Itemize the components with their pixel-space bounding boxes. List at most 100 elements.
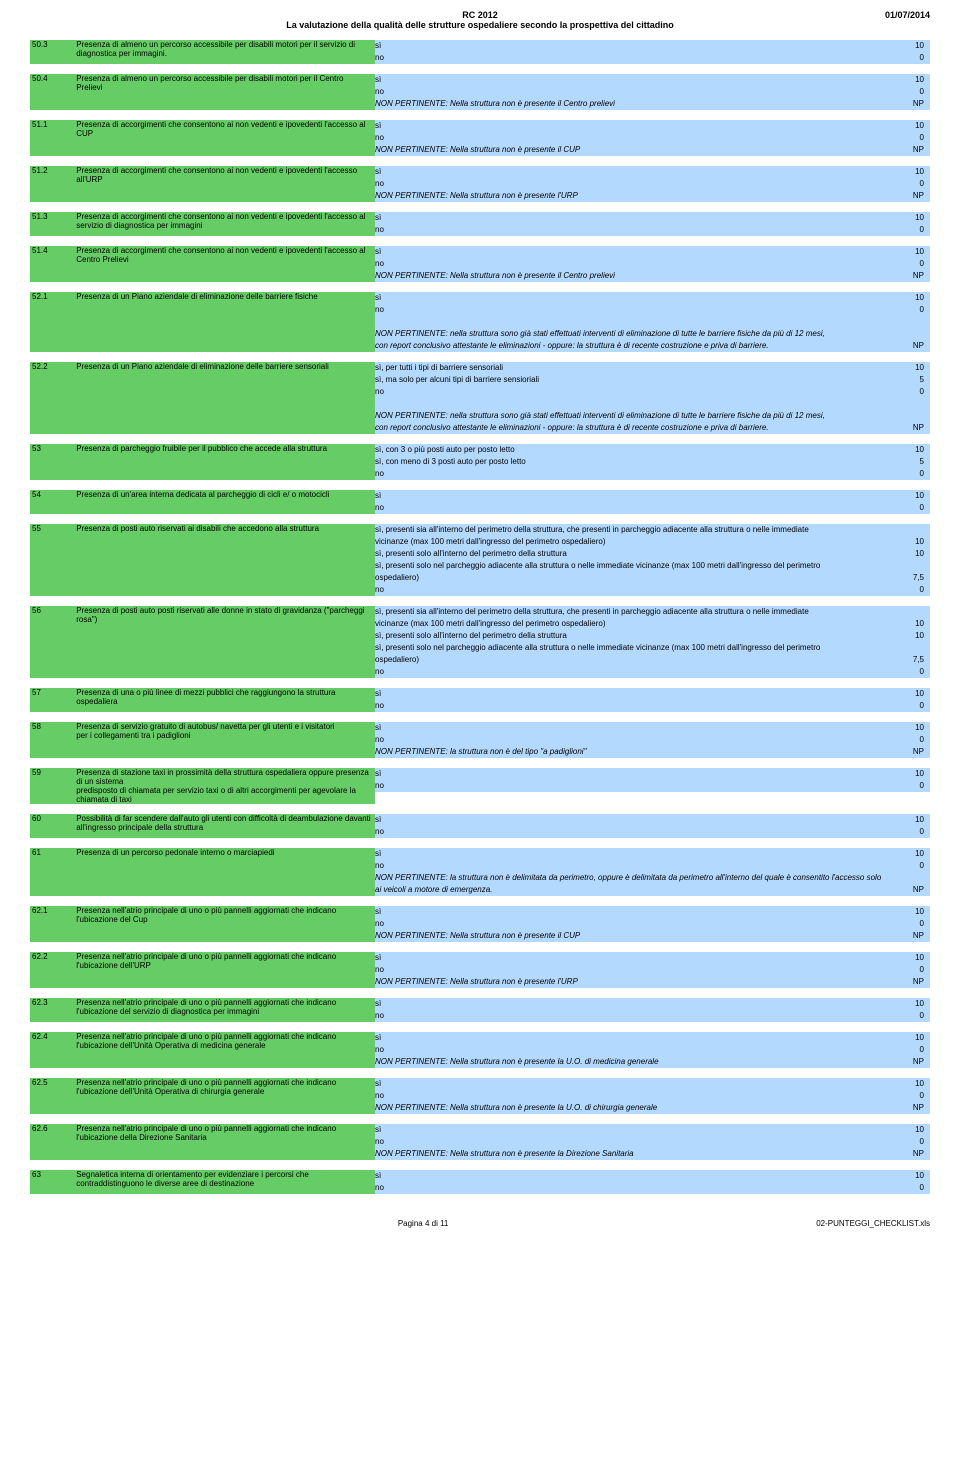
options-column: sì10no0NON PERTINENTE: Nella struttura n… (375, 906, 930, 942)
option-row: no0 (375, 1010, 930, 1022)
option-value: 0 (894, 258, 930, 270)
option-value: 10 (894, 536, 930, 548)
question-block: 53Presenza di parcheggio fruibile per il… (30, 444, 930, 480)
question-cell: 62.5Presenza nell'atrio principale di un… (30, 1078, 375, 1114)
question-text: Presenza di accorgimenti che consentono … (76, 166, 375, 202)
question-text: Presenza di un'area interna dedicata al … (76, 490, 375, 514)
options-column: sì, con 3 o più posti auto per posto let… (375, 444, 930, 480)
option-row: ospedaliero)7,5 (375, 654, 930, 666)
options-column: sì10no0 (375, 814, 930, 838)
question-id: 61 (30, 848, 76, 896)
option-row: no0 (375, 132, 930, 144)
option-row: NON PERTINENTE: Nella struttura non è pr… (375, 1148, 930, 1160)
option-row: NON PERTINENTE: Nella struttura non è pr… (375, 930, 930, 942)
option-row: con report conclusivo attestante le elim… (375, 422, 930, 434)
option-value: 0 (894, 780, 930, 792)
option-value: 10 (894, 1170, 930, 1182)
option-row: vicinanze (max 100 metri dall'ingresso d… (375, 618, 930, 630)
option-row: sì10 (375, 74, 930, 86)
option-row: NON PERTINENTE: Nella struttura non è pr… (375, 1102, 930, 1114)
option-row: sì, presenti sia all'interno del perimet… (375, 606, 930, 618)
option-row: sì, presenti solo all'interno del perime… (375, 630, 930, 642)
option-label: sì, per tutti i tipi di barriere sensori… (375, 362, 894, 374)
option-row: no0 (375, 502, 930, 514)
question-id: 51.3 (30, 212, 76, 236)
question-id: 62.1 (30, 906, 76, 942)
question-block: 59Presenza di stazione taxi in prossimit… (30, 768, 930, 804)
option-label: no (375, 964, 894, 976)
option-label: sì, con 3 o più posti auto per posto let… (375, 444, 894, 456)
option-value: 10 (894, 814, 930, 826)
option-row: NON PERTINENTE: la struttura non è delim… (375, 872, 930, 884)
option-row: NON PERTINENTE: Nella struttura non è pr… (375, 190, 930, 202)
option-row: no0 (375, 734, 930, 746)
question-id: 51.1 (30, 120, 76, 156)
option-row: sì10 (375, 246, 930, 258)
option-label: NON PERTINENTE: la struttura non è del t… (375, 746, 894, 758)
option-label: no (375, 86, 894, 98)
question-text: Presenza di un percorso pedonale interno… (76, 848, 375, 896)
option-label: NON PERTINENTE: Nella struttura non è pr… (375, 144, 894, 156)
option-row (375, 398, 930, 410)
option-label: con report conclusivo attestante le elim… (375, 340, 894, 352)
option-value: 0 (894, 468, 930, 480)
question-text: Presenza nell'atrio principale di uno o … (76, 1032, 375, 1068)
option-row: no0 (375, 964, 930, 976)
question-id: 59 (30, 768, 76, 804)
option-value: 10 (894, 490, 930, 502)
option-label: sì (375, 246, 894, 258)
question-cell: 51.4Presenza di accorgimenti che consent… (30, 246, 375, 282)
option-label: no (375, 52, 894, 64)
option-row: no0 (375, 1182, 930, 1194)
option-value: NP (894, 270, 930, 282)
option-row: no0 (375, 178, 930, 190)
question-block: 52.2Presenza di un Piano aziendale di el… (30, 362, 930, 434)
question-id: 52.2 (30, 362, 76, 434)
question-block: 62.6Presenza nell'atrio principale di un… (30, 1124, 930, 1160)
question-cell: 62.6Presenza nell'atrio principale di un… (30, 1124, 375, 1160)
option-row: no0 (375, 918, 930, 930)
question-text: Presenza di stazione taxi in prossimità … (76, 768, 375, 804)
options-column: sì10no0 (375, 40, 930, 64)
option-row: con report conclusivo attestante le elim… (375, 340, 930, 352)
question-block: 50.3Presenza di almeno un percorso acces… (30, 40, 930, 64)
option-value: NP (894, 884, 930, 896)
option-label: sì, presenti solo all'interno del perime… (375, 630, 894, 642)
option-label: no (375, 1010, 894, 1022)
option-value: NP (894, 98, 930, 110)
option-label: NON PERTINENTE: Nella struttura non è pr… (375, 1056, 894, 1068)
option-label: no (375, 386, 894, 398)
option-row: no0 (375, 52, 930, 64)
option-row: sì10 (375, 998, 930, 1010)
option-row: sì10 (375, 166, 930, 178)
option-row: no0 (375, 826, 930, 838)
option-value: 0 (894, 386, 930, 398)
option-value: 10 (894, 1078, 930, 1090)
option-label: no (375, 700, 894, 712)
question-id: 51.4 (30, 246, 76, 282)
question-text: Presenza nell'atrio principale di uno o … (76, 952, 375, 988)
option-row: sì10 (375, 1032, 930, 1044)
option-label: no (375, 1044, 894, 1056)
option-label: con report conclusivo attestante le elim… (375, 422, 894, 434)
options-column: sì10no0 (375, 688, 930, 712)
options-column: sì10no0NON PERTINENTE: Nella struttura n… (375, 246, 930, 282)
page-footer: Pagina 4 di 11 02-PUNTEGGI_CHECKLIST.xls (30, 1219, 930, 1228)
option-value: 0 (894, 700, 930, 712)
question-text: Presenza di servizio gratuito di autobus… (76, 722, 375, 758)
option-value: 10 (894, 1032, 930, 1044)
option-value: NP (894, 976, 930, 988)
options-column: sì10no0 (375, 490, 930, 514)
option-row: sì10 (375, 1078, 930, 1090)
option-label: sì, presenti solo all'interno del perime… (375, 548, 894, 560)
page-header: RC 2012 La valutazione della qualità del… (30, 10, 930, 30)
option-label: no (375, 258, 894, 270)
option-label: NON PERTINENTE: Nella struttura non è pr… (375, 270, 894, 282)
option-label: sì (375, 848, 894, 860)
question-block: 62.2Presenza nell'atrio principale di un… (30, 952, 930, 988)
option-row: no0 (375, 86, 930, 98)
question-id: 52.1 (30, 292, 76, 352)
question-block: 56Presenza di posti auto posti riservati… (30, 606, 930, 678)
question-id: 62.3 (30, 998, 76, 1022)
options-column: sì10no0NON PERTINENTE: Nella struttura n… (375, 1078, 930, 1114)
